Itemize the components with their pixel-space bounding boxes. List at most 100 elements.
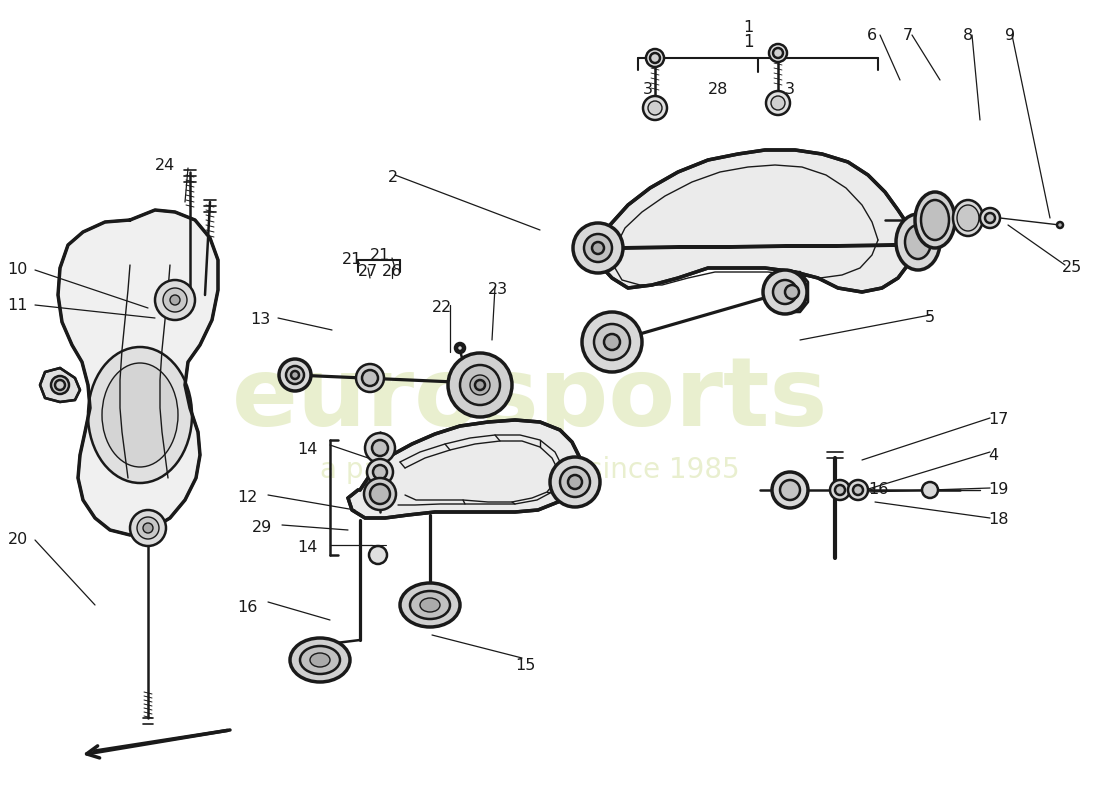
Text: 15: 15 <box>515 658 536 673</box>
Circle shape <box>584 234 612 262</box>
Ellipse shape <box>300 646 340 674</box>
Polygon shape <box>58 210 218 535</box>
Text: 9: 9 <box>1005 27 1015 42</box>
Text: 16: 16 <box>868 482 889 498</box>
Circle shape <box>771 96 785 110</box>
Circle shape <box>138 517 160 539</box>
Circle shape <box>980 208 1000 228</box>
Text: 3: 3 <box>644 82 653 98</box>
Circle shape <box>460 365 500 405</box>
Circle shape <box>286 366 304 384</box>
Text: 29: 29 <box>252 521 272 535</box>
Polygon shape <box>40 368 80 402</box>
Circle shape <box>362 370 378 386</box>
Ellipse shape <box>290 638 350 682</box>
Circle shape <box>368 546 387 564</box>
Circle shape <box>1057 222 1063 228</box>
Circle shape <box>292 371 299 379</box>
Text: eurosports: eurosports <box>232 354 828 446</box>
Text: 13: 13 <box>250 313 270 327</box>
Text: 27: 27 <box>358 265 378 279</box>
Text: 14: 14 <box>298 442 318 458</box>
Circle shape <box>922 482 938 498</box>
Circle shape <box>763 270 807 314</box>
Circle shape <box>455 343 465 353</box>
Text: 24: 24 <box>155 158 175 173</box>
Text: 20: 20 <box>8 533 28 547</box>
Text: 6: 6 <box>867 27 877 42</box>
Circle shape <box>773 280 798 304</box>
Circle shape <box>594 324 630 360</box>
Circle shape <box>365 433 395 463</box>
Circle shape <box>984 213 996 223</box>
Text: 4: 4 <box>988 447 998 462</box>
Text: 3: 3 <box>785 82 795 98</box>
Circle shape <box>470 375 490 395</box>
Circle shape <box>155 280 195 320</box>
Text: 14: 14 <box>298 541 318 555</box>
Circle shape <box>830 480 850 500</box>
Ellipse shape <box>957 205 979 231</box>
Circle shape <box>448 353 512 417</box>
Circle shape <box>279 359 311 391</box>
Ellipse shape <box>410 591 450 619</box>
Text: 18: 18 <box>988 513 1009 527</box>
Circle shape <box>560 467 590 497</box>
Text: 21: 21 <box>370 247 390 262</box>
Text: 1: 1 <box>742 33 754 51</box>
Circle shape <box>372 440 388 456</box>
Circle shape <box>373 465 387 479</box>
Circle shape <box>650 53 660 63</box>
Text: 10: 10 <box>8 262 28 278</box>
Circle shape <box>582 312 642 372</box>
Circle shape <box>785 285 799 299</box>
Circle shape <box>573 223 623 273</box>
Circle shape <box>646 49 664 67</box>
Circle shape <box>780 480 800 500</box>
Text: 22: 22 <box>432 301 452 315</box>
Circle shape <box>766 91 790 115</box>
Circle shape <box>170 295 180 305</box>
Ellipse shape <box>102 363 178 467</box>
Ellipse shape <box>310 653 330 667</box>
Circle shape <box>550 457 600 507</box>
Circle shape <box>773 48 783 58</box>
Text: 16: 16 <box>238 601 258 615</box>
Circle shape <box>644 96 667 120</box>
Text: 17: 17 <box>988 413 1009 427</box>
Text: 28: 28 <box>707 82 728 98</box>
Circle shape <box>769 44 786 62</box>
Circle shape <box>51 376 69 394</box>
Text: 21: 21 <box>342 253 362 267</box>
Circle shape <box>848 480 868 500</box>
Text: 1: 1 <box>742 21 754 35</box>
Circle shape <box>475 380 485 390</box>
Ellipse shape <box>400 583 460 627</box>
Circle shape <box>367 459 393 485</box>
Ellipse shape <box>905 225 931 259</box>
Text: 2: 2 <box>388 170 398 186</box>
Text: 11: 11 <box>8 298 28 313</box>
Circle shape <box>370 484 390 504</box>
Circle shape <box>364 478 396 510</box>
Ellipse shape <box>921 200 949 240</box>
Ellipse shape <box>420 598 440 612</box>
Circle shape <box>835 485 845 495</box>
Circle shape <box>604 334 620 350</box>
Circle shape <box>568 475 582 489</box>
Text: 23: 23 <box>488 282 508 298</box>
Text: 5: 5 <box>925 310 935 326</box>
Circle shape <box>772 472 808 508</box>
Circle shape <box>356 364 384 392</box>
Text: 8: 8 <box>962 27 974 42</box>
Polygon shape <box>598 150 918 292</box>
Ellipse shape <box>915 192 955 248</box>
Text: 26: 26 <box>382 265 403 279</box>
Ellipse shape <box>88 347 192 483</box>
Circle shape <box>648 101 662 115</box>
Text: 12: 12 <box>238 490 258 506</box>
Text: 25: 25 <box>1062 261 1082 275</box>
Circle shape <box>852 485 864 495</box>
Ellipse shape <box>953 200 983 236</box>
Polygon shape <box>348 420 580 518</box>
